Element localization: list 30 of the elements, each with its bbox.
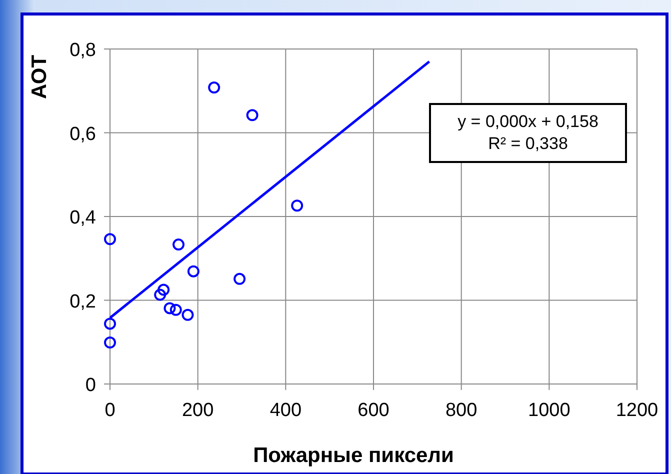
point <box>187 265 200 278</box>
point <box>104 233 116 246</box>
x-tick-label: 0 <box>104 400 116 421</box>
annotation: y = 0,000x + 0,158 <box>458 112 598 131</box>
point <box>164 302 176 314</box>
point <box>104 318 116 330</box>
y-tick-label: 0 <box>85 375 96 396</box>
y-tick-label: 0,6 <box>70 124 96 145</box>
y-tick-label: 0,4 <box>70 208 96 228</box>
point <box>158 284 170 296</box>
x-tick-label: 800 <box>445 400 478 421</box>
point <box>172 238 185 251</box>
x-tick-label: 1200 <box>616 400 658 421</box>
point <box>208 82 220 94</box>
y-axis-title: АОТ <box>28 54 51 100</box>
x-tick-label: 400 <box>270 400 302 421</box>
point <box>234 272 246 285</box>
x-tick-label: 1000 <box>528 400 570 421</box>
point <box>246 109 258 122</box>
y-tick-label: 0,8 <box>70 40 96 61</box>
point <box>182 308 194 321</box>
point <box>104 336 116 349</box>
y-tick-label: 0,2 <box>70 291 96 312</box>
point <box>170 304 182 316</box>
annotation: R² = 0,338 <box>488 134 568 153</box>
x-tick-label: 200 <box>182 400 214 421</box>
point <box>291 200 304 212</box>
x-tick-label: 600 <box>358 400 390 421</box>
x-axis-title: Пожарные пиксели <box>253 444 454 467</box>
point <box>154 288 166 301</box>
